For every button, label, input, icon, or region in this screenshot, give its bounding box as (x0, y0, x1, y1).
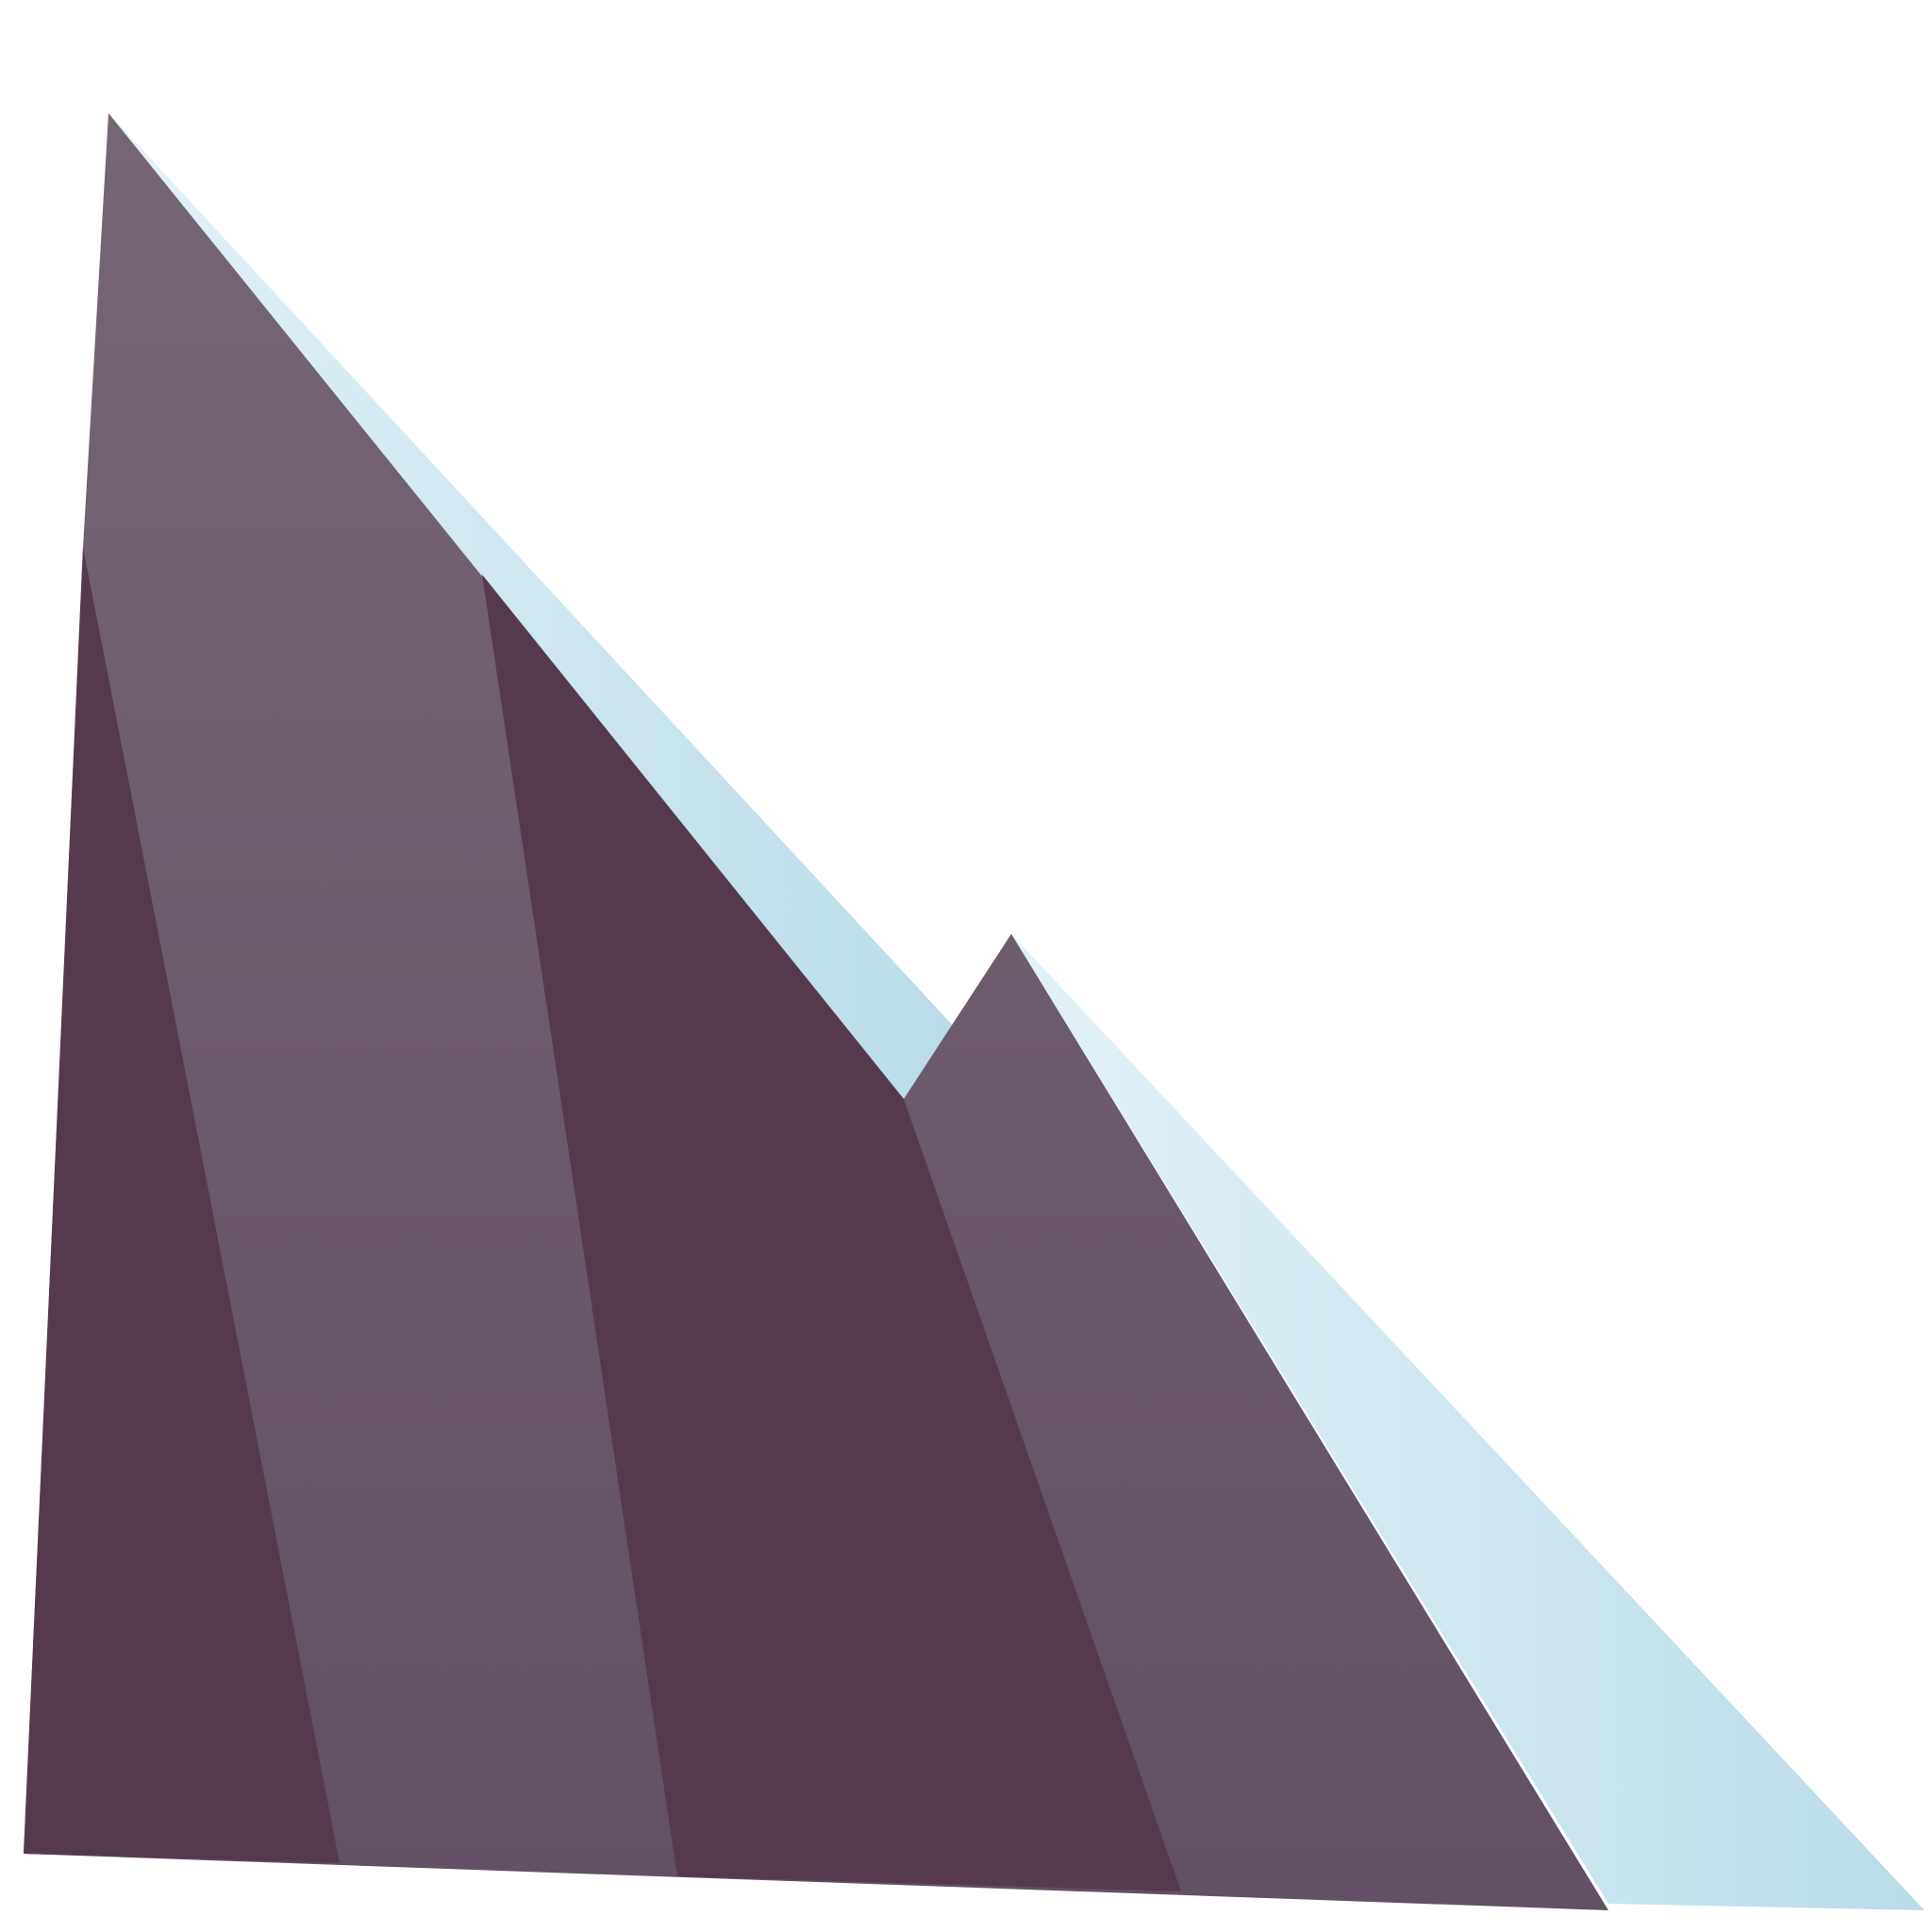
rock-stripe-middle (482, 575, 1181, 1891)
ice-face-right (1011, 934, 1924, 1910)
rock-stripe-left (24, 547, 340, 1863)
ice-face-left (108, 113, 964, 1099)
